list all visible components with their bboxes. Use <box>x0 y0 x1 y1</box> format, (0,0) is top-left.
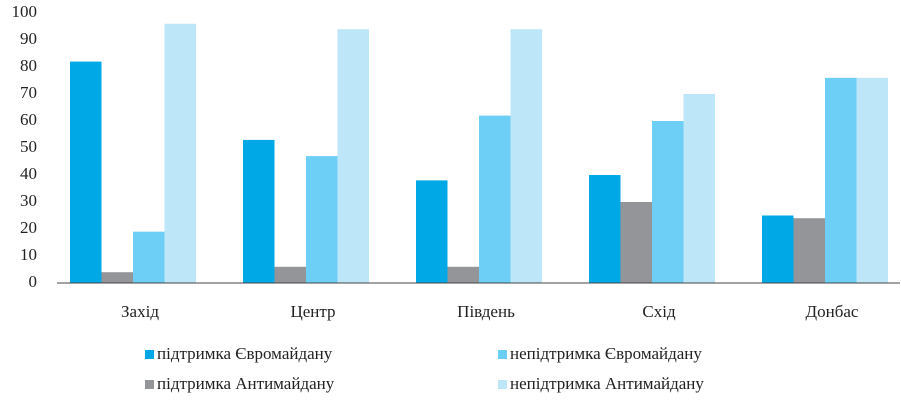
legend-label: підтримка Антимайдану <box>157 374 335 393</box>
y-tick-label: 80 <box>20 56 37 75</box>
bar <box>620 202 652 283</box>
bar <box>510 29 542 284</box>
y-tick-label: 0 <box>29 272 38 291</box>
bar <box>683 94 715 283</box>
legend-swatch <box>145 380 154 389</box>
bar <box>447 266 479 283</box>
legend-swatch <box>145 350 154 359</box>
bar <box>416 180 448 283</box>
x-tick-label: Захід <box>121 302 159 321</box>
bar <box>337 29 369 284</box>
y-tick-label: 40 <box>20 164 37 183</box>
bar <box>243 139 275 283</box>
legend-label: підтримка Євромайдану <box>157 344 333 363</box>
bar <box>133 231 165 283</box>
bar <box>306 156 338 283</box>
bar <box>825 77 857 283</box>
bar <box>793 218 825 283</box>
y-tick-label: 100 <box>12 2 38 21</box>
y-tick-label: 70 <box>20 83 37 102</box>
x-tick-label: Центр <box>290 302 335 321</box>
y-tick-label: 10 <box>20 245 37 264</box>
y-tick-label: 20 <box>20 218 37 237</box>
legend-label: непідтримка Євромайдану <box>510 344 702 363</box>
y-tick-label: 90 <box>20 29 37 48</box>
bar <box>652 121 684 283</box>
bar <box>164 23 196 284</box>
legend-swatch <box>498 350 507 359</box>
y-tick-label: 50 <box>20 137 37 156</box>
y-tick-label: 30 <box>20 191 37 210</box>
legend-label: непідтримка Антимайдану <box>510 374 704 393</box>
bar <box>274 266 306 283</box>
legend-swatch <box>498 380 507 389</box>
x-tick-label: Донбас <box>806 302 859 321</box>
bar <box>856 77 888 283</box>
bar <box>762 215 794 283</box>
bar <box>479 115 511 283</box>
bar <box>101 272 133 283</box>
bar <box>70 61 102 283</box>
y-tick-label: 60 <box>20 110 37 129</box>
bar <box>589 175 621 283</box>
x-tick-label: Південь <box>457 302 515 321</box>
x-tick-label: Схід <box>642 302 676 321</box>
